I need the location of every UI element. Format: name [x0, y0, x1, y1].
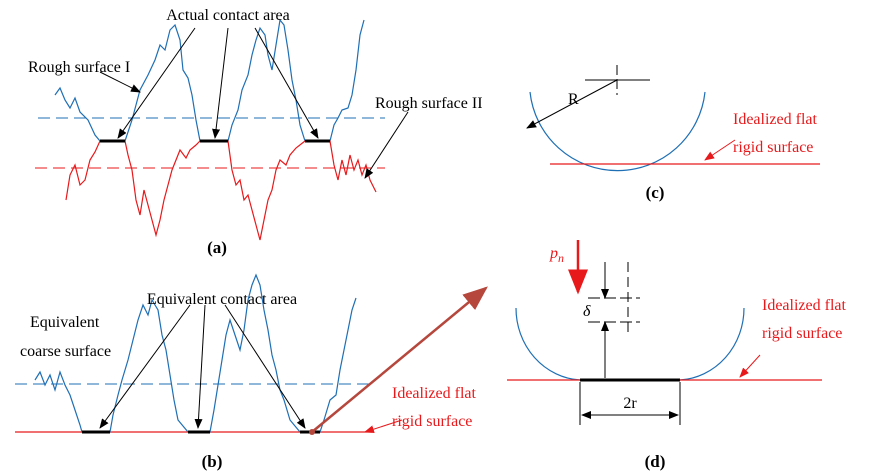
caption: (a)	[207, 238, 227, 257]
load-label: pn	[549, 245, 564, 265]
load-subscript: n	[558, 251, 564, 265]
depth-guides	[588, 262, 640, 335]
rough-surface-lower	[65, 140, 377, 241]
flat-label: rigid surface	[392, 413, 472, 430]
depth-label: δ	[583, 303, 591, 320]
panel-c: R Idealized flat rigid surface (c)	[526, 65, 820, 202]
contact-arrows	[99, 27, 409, 179]
flat-label: Idealized flat	[733, 111, 818, 128]
radius-arrow	[526, 79, 618, 129]
caption: (c)	[646, 183, 665, 202]
caption: (b)	[202, 452, 223, 471]
flat-label: rigid surface	[733, 139, 813, 156]
contact-label: Equivalent contact area	[147, 291, 297, 308]
label-arrow	[739, 354, 761, 378]
zoom-arrow	[311, 286, 488, 433]
flat-label: Idealized flat	[762, 297, 847, 314]
contact-arrows	[99, 304, 306, 429]
lower-label: Rough surface II	[375, 95, 483, 112]
panel-d: pn δ 2r Idealized flat rigid surface (d)	[507, 240, 847, 471]
equivalent-rough-surface	[34, 273, 357, 433]
surface-label: coarse surface	[20, 343, 111, 360]
width-label: 2r	[623, 395, 637, 412]
label-arrow	[704, 139, 736, 161]
radius-label: R	[568, 91, 579, 108]
zoom-origin	[309, 429, 315, 435]
width-dimension	[579, 382, 681, 425]
center-mark	[585, 65, 650, 95]
contact-label: Actual contact area	[166, 7, 289, 24]
rough-surface-upper	[54, 18, 365, 142]
sphere-right	[679, 307, 745, 381]
label-arrow	[364, 419, 403, 434]
panel-b: Equivalent contact area Equivalent coars…	[15, 273, 488, 471]
load-symbol: p	[549, 245, 558, 262]
sphere	[529, 91, 706, 172]
flat-label: Idealized flat	[392, 385, 477, 402]
surface-label: Equivalent	[30, 314, 100, 331]
caption: (d)	[645, 452, 666, 471]
sphere-left	[515, 307, 581, 381]
panel-a: Actual contact area Rough surface I Roug…	[28, 7, 483, 257]
upper-label: Rough surface I	[28, 59, 130, 76]
flat-label: rigid surface	[762, 325, 842, 342]
